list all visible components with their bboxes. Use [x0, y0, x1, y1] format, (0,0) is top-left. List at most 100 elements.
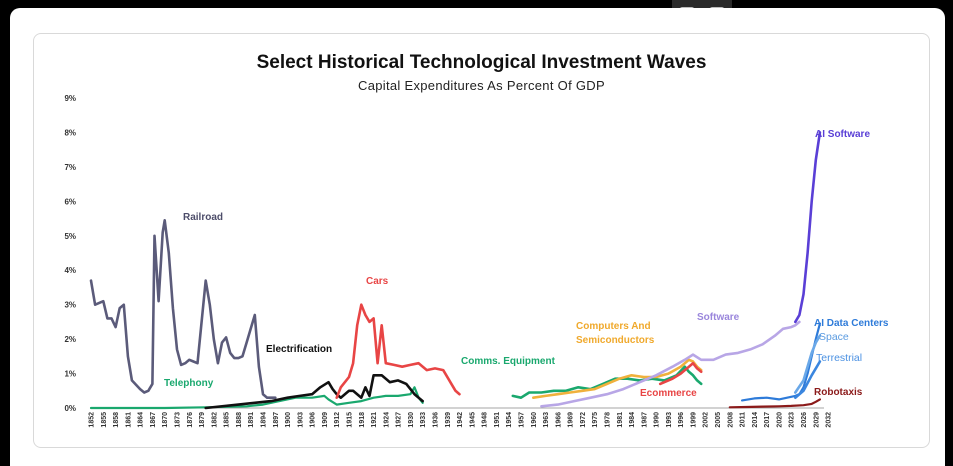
- x-tick-label: 2005: [715, 412, 722, 428]
- x-tick-label: 1951: [494, 412, 501, 428]
- x-tick-label: 1924: [383, 412, 390, 428]
- annotation-label: Electrification: [266, 344, 332, 355]
- x-tick-label: 1864: [138, 412, 145, 428]
- x-tick-label: 1915: [346, 412, 353, 428]
- annotation-label: AI Data Centers: [814, 318, 889, 329]
- y-tick-label: 7%: [64, 163, 76, 172]
- x-tick-label: 1900: [285, 412, 292, 428]
- x-tick-label: 2014: [752, 412, 759, 428]
- x-tick-label: 1861: [125, 412, 132, 428]
- y-tick-label: 4%: [64, 266, 76, 275]
- x-tick-label: 2008: [727, 412, 734, 428]
- annotation-label: Ecommerce: [640, 388, 697, 399]
- series-line-cars: [335, 303, 461, 399]
- x-tick-label: 1927: [396, 412, 403, 428]
- series-line-terrestrial: [794, 360, 822, 399]
- x-tick-label: 1978: [604, 412, 611, 428]
- chart-card: Select Historical Technological Investme…: [33, 33, 930, 448]
- x-tick-label: 1984: [629, 412, 636, 428]
- x-tick-label: 1885: [224, 412, 231, 428]
- x-tick-label: 1855: [101, 412, 108, 428]
- x-tick-label: 1882: [211, 412, 218, 428]
- x-tick-label: 1960: [531, 412, 538, 428]
- annotation-label: Robotaxis: [814, 387, 863, 398]
- x-tick-label: 1858: [113, 412, 120, 428]
- x-tick-label: 1930: [408, 412, 415, 428]
- series-line-computers-and-semiconductors: [532, 358, 703, 399]
- y-tick-label: 0%: [64, 404, 76, 413]
- x-tick-label: 1888: [236, 412, 243, 428]
- x-tick-label: 1987: [641, 412, 648, 428]
- x-tick-label: 2017: [764, 412, 771, 428]
- x-tick-label: 1945: [469, 412, 476, 428]
- x-tick-label: 1867: [150, 412, 157, 428]
- annotation-label: Telephony: [164, 378, 214, 389]
- series-line-telephony: [89, 386, 424, 410]
- annotation-label: AI Software: [815, 129, 870, 140]
- x-tick-label: 1972: [580, 412, 587, 428]
- x-tick-label: 1969: [568, 412, 575, 428]
- y-tick-label: 8%: [64, 128, 76, 137]
- series-line-railroad: [89, 219, 277, 399]
- x-tick-label: 1957: [518, 412, 525, 428]
- x-tick-label: 1873: [174, 412, 181, 428]
- annotation-label: Computers And: [576, 321, 651, 332]
- x-tick-label: 1981: [617, 412, 624, 428]
- annotation-label: Terrestrial: [816, 352, 862, 364]
- x-tick-label: 1891: [248, 412, 255, 428]
- x-tick-label: 2032: [826, 412, 833, 428]
- x-tick-label: 1936: [432, 412, 439, 428]
- chart-plot: 0% 1% 2% 3% 4% 5% 6% 7% 8% 9% 1852 1855 1858 1861 1864…: [64, 94, 889, 428]
- annotation-label: Software: [697, 312, 740, 323]
- x-tick-label: 1942: [457, 412, 464, 428]
- x-tick-label: 1939: [445, 412, 452, 428]
- x-tick-label: 1906: [310, 412, 317, 428]
- y-tick-label: 6%: [64, 197, 76, 206]
- x-tick-label: 1975: [592, 412, 599, 428]
- x-tick-label: 1999: [690, 412, 697, 428]
- x-tick-label: 1870: [162, 412, 169, 428]
- x-tick-label: 1921: [371, 412, 378, 428]
- series-line-robotaxis: [728, 398, 821, 409]
- series-line-electrification: [204, 374, 424, 410]
- annotation-label: Semiconductors: [576, 335, 655, 346]
- x-tick-label: 1948: [482, 412, 489, 428]
- x-tick-label: 1966: [555, 412, 562, 428]
- x-tick-label: 1897: [273, 412, 280, 428]
- y-tick-label: 1%: [64, 370, 76, 379]
- annotation-label: Comms. Equipment: [461, 356, 556, 367]
- x-tick-label: 1990: [654, 412, 661, 428]
- x-tick-label: 1876: [187, 412, 194, 428]
- annotation-label: Space: [819, 331, 849, 343]
- x-tick-label: 1909: [322, 412, 329, 428]
- x-tick-label: 2011: [740, 412, 747, 427]
- series-line-space: [794, 334, 822, 394]
- series-line-ai-software: [794, 131, 822, 324]
- chart-title: Select Historical Technological Investme…: [256, 52, 707, 73]
- x-tick-label: 1912: [334, 412, 341, 428]
- y-tick-label: 9%: [64, 94, 76, 103]
- series-line-ecommerce: [658, 361, 703, 386]
- series-line-software: [540, 320, 801, 408]
- x-tick-label: 2026: [801, 412, 808, 428]
- y-tick-label: 2%: [64, 335, 76, 344]
- x-tick-label: 2002: [703, 412, 710, 428]
- chart-subtitle: Capital Expenditures As Percent Of GDP: [358, 78, 605, 93]
- x-tick-label: 1954: [506, 412, 513, 428]
- x-tick-label: 2020: [776, 412, 783, 428]
- x-tick-label: 1996: [678, 412, 685, 428]
- x-tick-label: 1894: [260, 412, 267, 428]
- annotation-label: Railroad: [183, 212, 223, 223]
- x-tick-label: 1903: [297, 412, 304, 428]
- annotation-label: Cars: [366, 276, 389, 287]
- x-tick-label: 1879: [199, 412, 206, 428]
- x-tick-label: 2029: [813, 412, 820, 428]
- x-tick-label: 1993: [666, 412, 673, 428]
- x-tick-label: 1918: [359, 412, 366, 428]
- x-tick-label: 1852: [89, 412, 96, 428]
- x-tick-label: 2023: [789, 412, 796, 428]
- y-tick-label: 3%: [64, 301, 76, 310]
- x-tick-label: 1933: [420, 412, 427, 428]
- y-tick-label: 5%: [64, 232, 76, 241]
